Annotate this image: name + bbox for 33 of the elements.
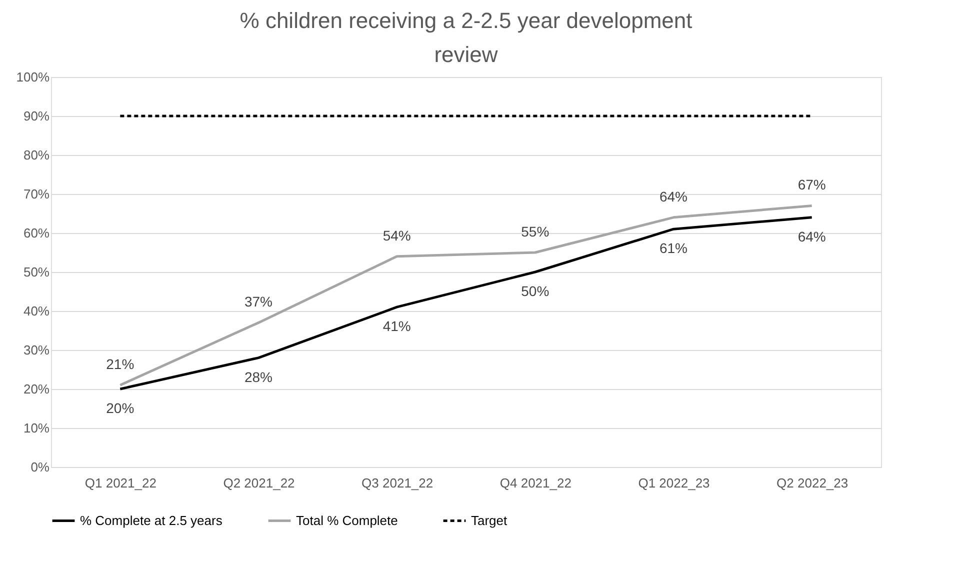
legend-label: % Complete at 2.5 years: [80, 512, 223, 528]
data-label: 61%: [659, 240, 688, 256]
data-label: 54%: [382, 227, 411, 244]
data-label: 37%: [244, 294, 273, 310]
data-label: 41%: [382, 318, 411, 334]
x-tick-label: Q2 2021_22: [223, 476, 295, 490]
y-tick-label: 0%: [30, 460, 50, 474]
legend-label: Total % Complete: [296, 512, 398, 528]
y-tick-label: 40%: [23, 304, 50, 318]
y-tick-label: 90%: [23, 108, 50, 124]
data-label: 20%: [106, 400, 134, 416]
x-tick-label: Q1 2021_22: [84, 476, 156, 490]
legend-label: Target: [471, 512, 508, 528]
data-label: 50%: [521, 283, 550, 299]
y-tick-label: 100%: [16, 70, 50, 84]
x-tick-label: Q1 2022_23: [638, 476, 710, 490]
y-tick-label: 50%: [23, 264, 50, 280]
data-label: 21%: [106, 356, 134, 372]
data-label: 67%: [798, 176, 826, 193]
y-tick-label: 20%: [23, 382, 50, 396]
y-tick-label: 30%: [23, 342, 50, 358]
y-tick-label: 10%: [23, 420, 50, 436]
data-label: 28%: [244, 368, 273, 385]
y-tick-label: 60%: [23, 226, 50, 240]
x-tick-label: Q2 2022_23: [776, 476, 848, 490]
y-tick-label: 80%: [23, 148, 50, 162]
chart-title: % children receiving a 2-2.5 year development review: [240, 8, 692, 67]
data-label: 55%: [521, 224, 550, 240]
x-tick-label: Q3 2021_22: [362, 476, 434, 490]
data-label: 64%: [798, 228, 826, 244]
x-tick-label: Q4 2021_22: [500, 476, 572, 490]
data-label: 64%: [659, 188, 688, 204]
y-tick-label: 70%: [23, 186, 50, 202]
